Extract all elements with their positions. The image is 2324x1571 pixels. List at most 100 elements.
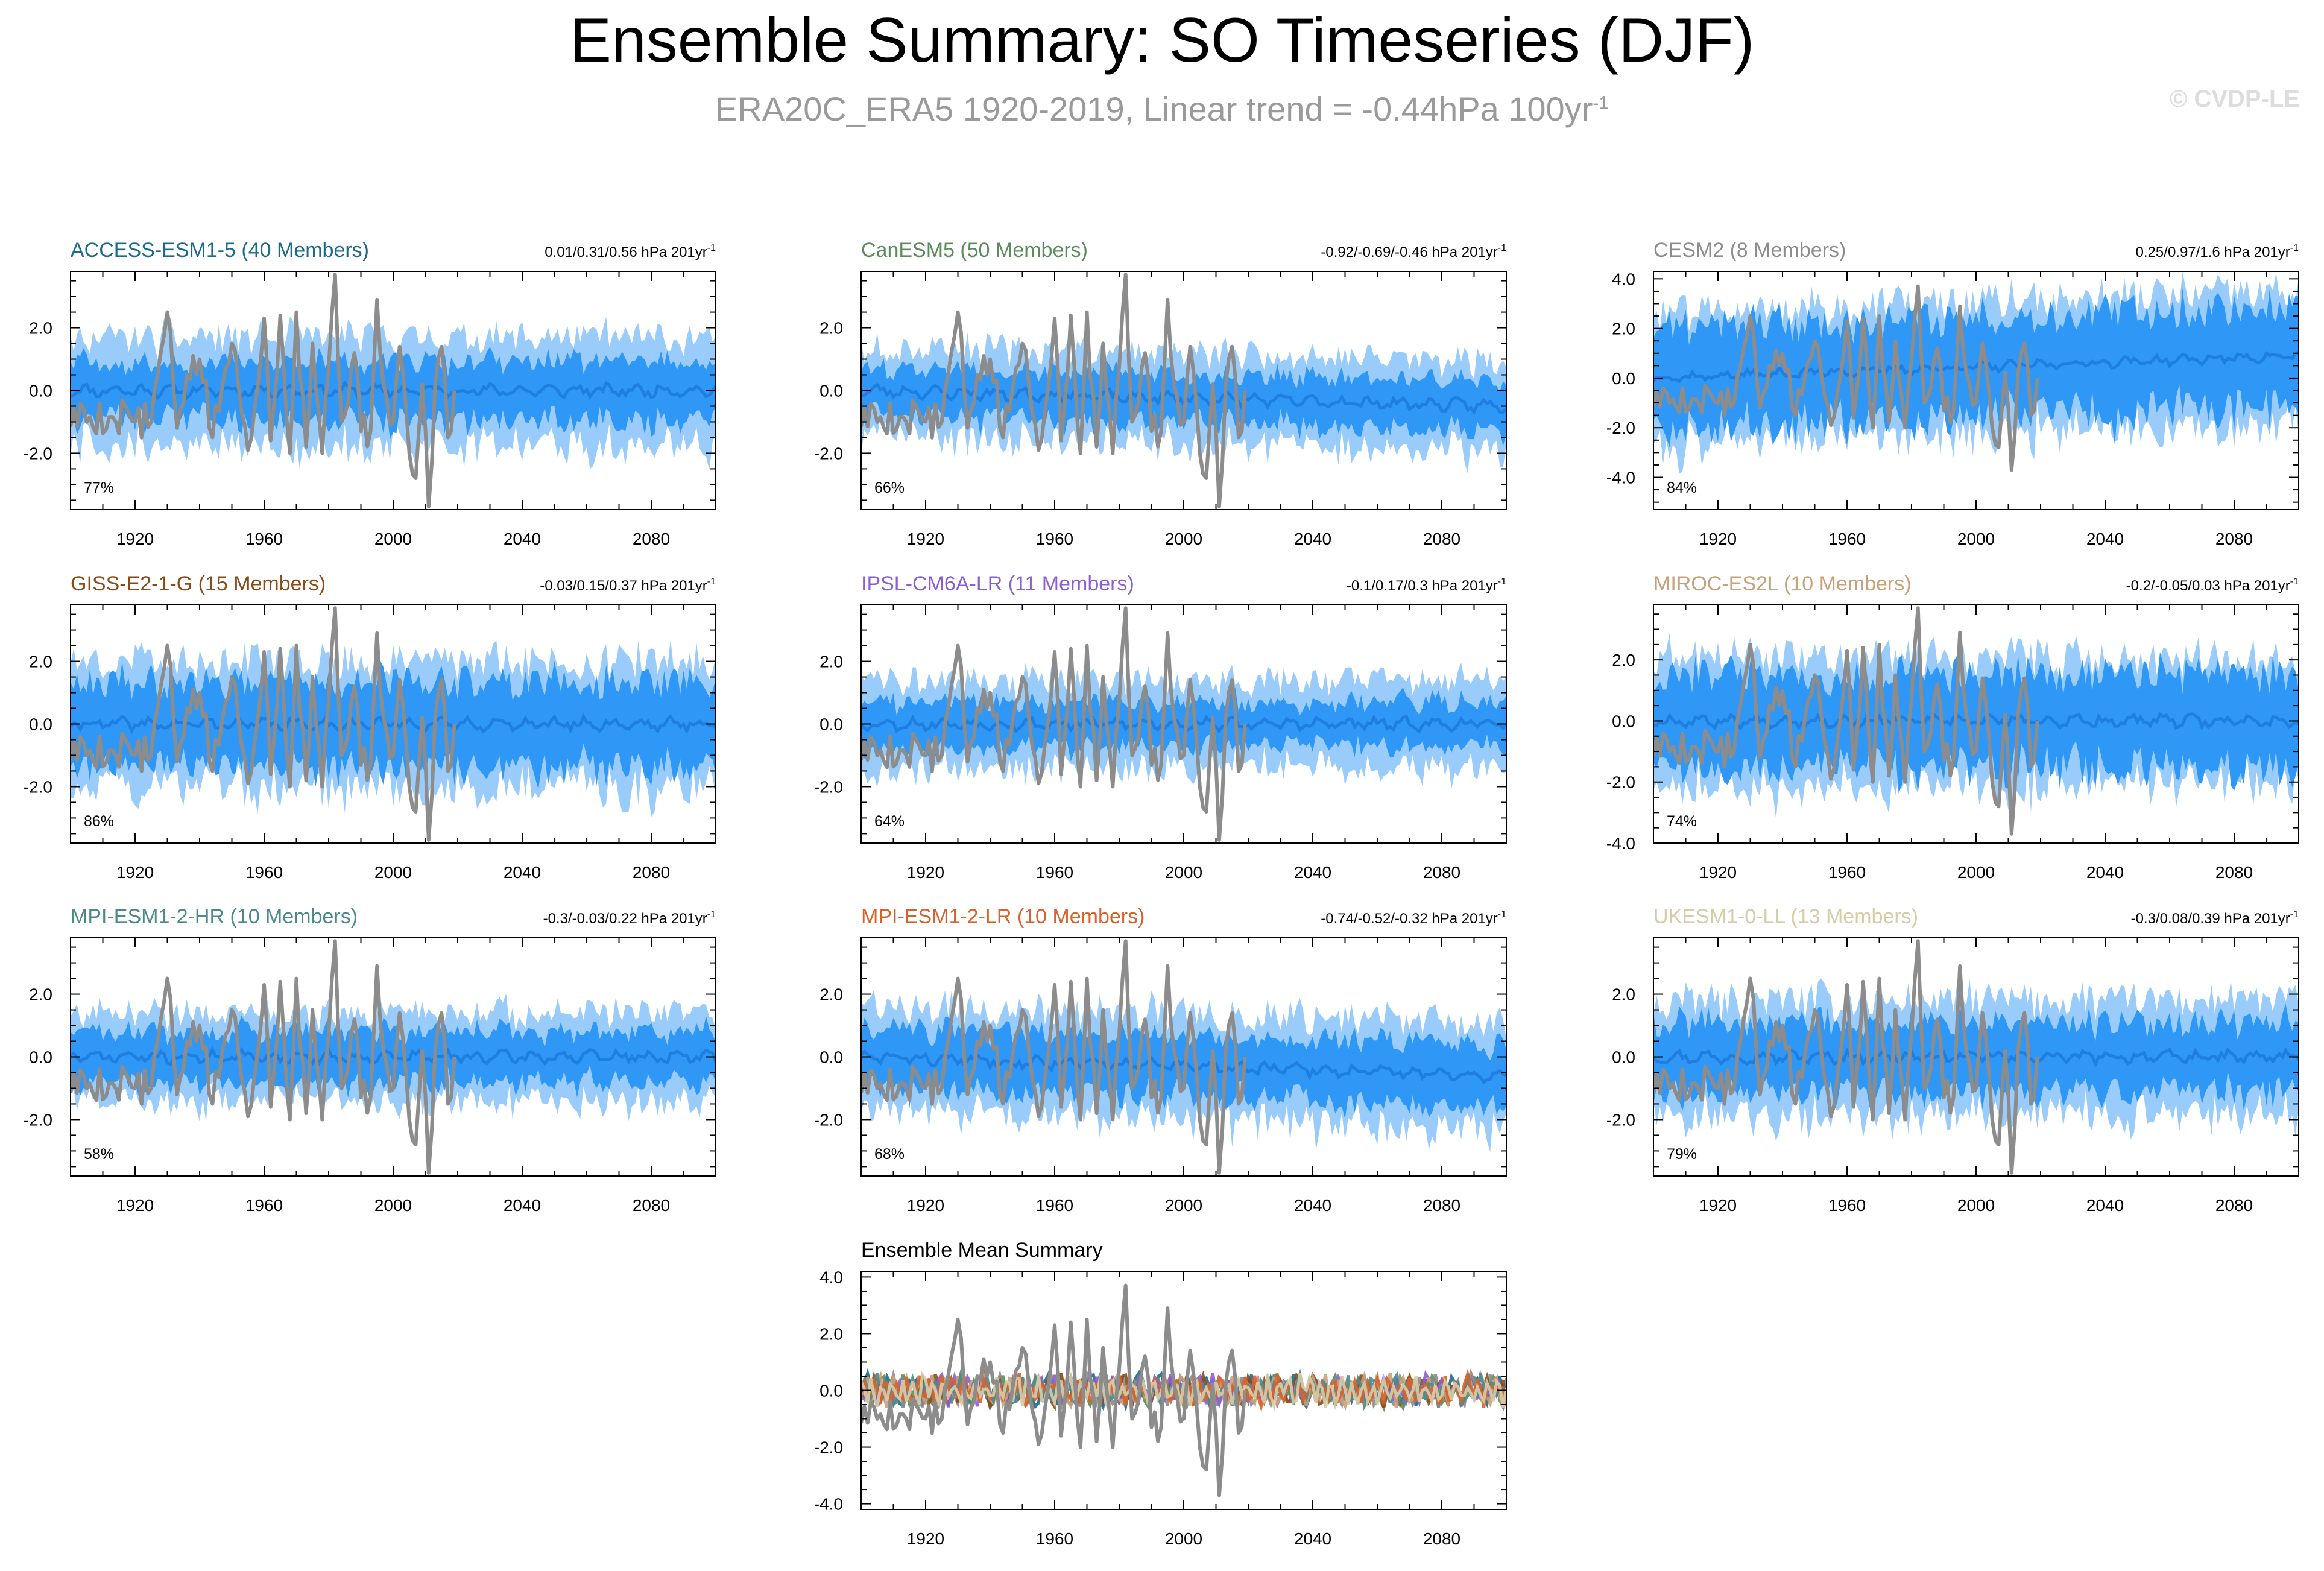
stats-exponent: -1 (707, 243, 716, 253)
x-tick-label: 2040 (504, 529, 541, 548)
x-tick-label: 1920 (1699, 863, 1737, 882)
model-mean-line-9 (861, 1371, 1506, 1412)
x-tick-label: 2080 (633, 529, 670, 548)
panel-trend-stats: -0.03/0.15/0.37 hPa 201yr-1 (540, 577, 716, 594)
observations-line (861, 273, 1247, 508)
panel-title: GISS-E2-1-G (15 Members) (71, 572, 326, 595)
chart-panel-6: MIROC-ES2L (10 Members) -0.2/-0.05/0.03 h… (1606, 572, 2299, 882)
stats-text: -0.1/0.17/0.3 hPa 201yr (1347, 578, 1498, 594)
y-tick-label: -2.0 (24, 1110, 52, 1129)
stats-exponent: -1 (1498, 909, 1506, 920)
panel-title: Ensemble Mean Summary (861, 1239, 1103, 1262)
x-tick-label: 2000 (1165, 863, 1202, 882)
y-tick-label: 2.0 (29, 653, 52, 671)
x-tick-label: 1920 (116, 863, 154, 882)
x-tick-label: 1960 (245, 529, 283, 548)
y-tick-label: 0.0 (819, 382, 843, 400)
x-tick-label: 1920 (907, 1196, 944, 1215)
chart-panel-7: MPI-ESM1-2-HR (10 Members) -0.3/-0.03/0.2… (24, 905, 716, 1215)
panel-trend-stats: -0.92/-0.69/-0.46 hPa 201yr-1 (1321, 243, 1506, 261)
y-tick-label: -2.0 (1606, 1110, 1635, 1129)
stats-exponent: -1 (707, 909, 716, 920)
panel-percent-label: 58% (84, 1146, 114, 1163)
x-tick-label: 2040 (1294, 529, 1331, 548)
x-tick-label: 1960 (1828, 863, 1866, 882)
x-tick-label: 2080 (1423, 529, 1460, 548)
chart-panel-2: CanESM5 (50 Members) -0.92/-0.69/-0.46 hP… (814, 239, 1507, 548)
observations-line (861, 606, 1247, 842)
y-tick-label: -2.0 (1606, 419, 1635, 437)
y-tick-label: 0.0 (29, 1048, 52, 1067)
panel-plot-area (1653, 271, 2299, 474)
x-tick-label: 2080 (633, 1196, 670, 1215)
panel-trend-stats: -0.2/-0.05/0.03 hPa 201yr-1 (2126, 577, 2299, 594)
ensemble-spread-inner (861, 687, 1506, 762)
panel-percent-label: 77% (84, 479, 114, 496)
x-tick-label: 2000 (1957, 863, 1995, 882)
x-tick-label: 1920 (907, 1529, 944, 1548)
stats-text: -0.2/-0.05/0.03 hPa 201yr (2126, 578, 2290, 594)
panel-title: IPSL-CM6A-LR (11 Members) (861, 572, 1134, 595)
y-tick-label: -2.0 (814, 444, 843, 463)
panel-title: MIROC-ES2L (10 Members) (1653, 572, 1912, 595)
x-tick-label: 2080 (1423, 1196, 1460, 1215)
x-tick-label: 2040 (2086, 1196, 2124, 1215)
subtitle-text: ERA20C_ERA5 1920-2019, Linear trend = -0… (715, 90, 1593, 128)
x-tick-label: 1960 (1036, 1196, 1073, 1215)
page-title: Ensemble Summary: SO Timeseries (DJF) (569, 5, 1755, 75)
panel-trend-stats: -0.3/0.08/0.39 hPa 201yr-1 (2131, 909, 2299, 927)
stats-text: -0.03/0.15/0.37 hPa 201yr (540, 578, 707, 594)
ensemble-mean-line (861, 1049, 1506, 1084)
y-tick-label: 0.0 (819, 1382, 843, 1400)
x-tick-label: 1920 (907, 529, 944, 548)
panel-trend-stats: 0.25/0.97/1.6 hPa 201yr-1 (2136, 243, 2299, 261)
stats-text: 0.25/0.97/1.6 hPa 201yr (2136, 244, 2290, 261)
x-tick-label: 2040 (504, 863, 541, 882)
observations-line (1653, 606, 2039, 836)
observations-line (861, 939, 1247, 1175)
panel-plot-area (861, 273, 1506, 508)
y-tick-label: 2.0 (819, 985, 843, 1004)
x-tick-label: 2000 (374, 529, 412, 548)
panel-title: UKESM1-0-LL (13 Members) (1653, 905, 1918, 928)
x-tick-label: 2080 (2215, 1196, 2253, 1215)
stats-exponent: -1 (1498, 243, 1506, 253)
y-tick-label: -2.0 (1606, 773, 1635, 792)
x-tick-label: 1960 (1828, 1196, 1866, 1215)
ensemble-mean-line (71, 712, 716, 735)
y-tick-label: -2.0 (24, 444, 52, 463)
x-tick-label: 1960 (1828, 529, 1866, 548)
x-tick-label: 1960 (245, 1196, 283, 1215)
panel-title: CESM2 (8 Members) (1653, 239, 1846, 262)
y-tick-label: 0.0 (819, 1048, 843, 1067)
x-tick-label: 2040 (2086, 863, 2124, 882)
x-tick-label: 2080 (2215, 863, 2253, 882)
x-tick-label: 2000 (1165, 1529, 1202, 1548)
x-tick-label: 2000 (1165, 529, 1202, 548)
chart-panel-3: CESM2 (8 Members) 0.25/0.97/1.6 hPa 201yr… (1606, 239, 2299, 548)
stats-text: -0.74/-0.52/-0.32 hPa 201yr (1321, 911, 1498, 927)
y-tick-label: 2.0 (29, 319, 52, 338)
panel-trend-stats: -0.3/-0.03/0.22 hPa 201yr-1 (543, 909, 716, 927)
x-tick-label: 2040 (2086, 529, 2124, 548)
x-tick-label: 2000 (1957, 1196, 1995, 1215)
x-tick-label: 1920 (116, 1196, 154, 1215)
stats-text: 0.01/0.31/0.56 hPa 201yr (545, 244, 707, 261)
observations-line (1653, 284, 2039, 472)
x-tick-label: 1960 (1036, 529, 1073, 548)
ensemble-spread-inner (1653, 1004, 2299, 1112)
panel-percent-label: 86% (84, 813, 114, 830)
x-tick-label: 1960 (245, 863, 283, 882)
panel-percent-label: 79% (1667, 1146, 1697, 1163)
stats-text: -0.3/-0.03/0.22 hPa 201yr (543, 911, 707, 927)
panel-plot-area (71, 273, 716, 508)
chart-panel-1: ACCESS-ESM1-5 (40 Members) 0.01/0.31/0.56… (24, 239, 716, 548)
panel-title: MPI-ESM1-2-HR (10 Members) (71, 905, 358, 928)
y-tick-label: 0.0 (819, 715, 843, 734)
panel-percent-label: 66% (874, 479, 905, 496)
panel-plot-area (1653, 606, 2299, 836)
ensemble-mean-line (1653, 1047, 2299, 1068)
observations-line (71, 939, 456, 1175)
chart-panel-5: IPSL-CM6A-LR (11 Members) -0.1/0.17/0.3 h… (814, 572, 1507, 882)
y-tick-label: 2.0 (819, 1324, 843, 1343)
